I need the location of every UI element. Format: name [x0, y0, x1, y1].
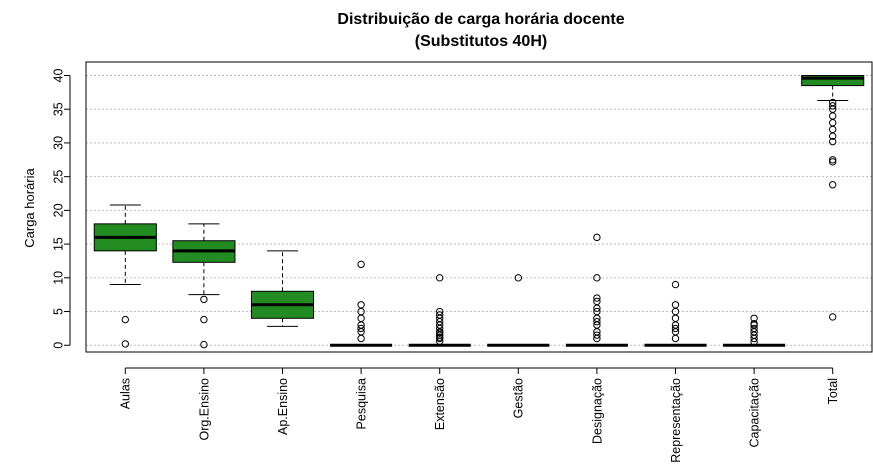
- outlier-point: [200, 295, 208, 304]
- x-tick-label: Pesquisa: [354, 378, 368, 429]
- outlier-point: [593, 334, 601, 343]
- box-Ap.Ensino: [250, 250, 315, 327]
- y-tick-label: 30: [51, 136, 65, 150]
- x-tick-label: Representação: [669, 378, 683, 463]
- box-Pesquisa: [330, 260, 393, 347]
- outlier-point: [829, 181, 837, 189]
- x-axis: Aulas Org.Ensino Ap.Ensino Pesquisa Extensão…: [119, 367, 840, 463]
- y-tick-label: 15: [51, 237, 65, 251]
- y-tick-label: 0: [51, 342, 65, 349]
- outlier-point: [436, 334, 444, 343]
- outlier-point: [436, 329, 444, 337]
- box-body: [801, 74, 865, 87]
- box-Gestão: [487, 274, 550, 347]
- outlier-point: [593, 233, 601, 242]
- y-axis-title: Carga horária: [22, 167, 37, 247]
- x-tick-label: Org.Ensino: [197, 378, 211, 441]
- y-tick-label: 40: [51, 68, 65, 82]
- box-Capacitação: [723, 314, 786, 347]
- outlier-point: [829, 158, 837, 166]
- outlier-point: [514, 274, 522, 282]
- outlier-point: [200, 340, 208, 349]
- box-Extensão: [408, 274, 471, 347]
- chart-subtitle: (Substitutos 40H): [415, 33, 547, 50]
- outlier-point: [671, 280, 680, 289]
- x-tick-label: Extensão: [433, 378, 447, 430]
- box-Designação: [565, 233, 628, 347]
- outlier-point: [593, 304, 601, 312]
- outlier-point: [829, 137, 837, 146]
- y-tick-label: 35: [51, 102, 65, 116]
- outlier-point: [829, 125, 837, 134]
- outlier-point: [357, 324, 365, 333]
- outlier-point: [829, 118, 837, 127]
- outlier-point: [671, 324, 680, 333]
- outlier-point: [750, 334, 758, 343]
- box-Aulas: [93, 204, 157, 348]
- grid-lines: [86, 74, 872, 346]
- outlier-point: [829, 313, 837, 321]
- plot-frame: [85, 61, 873, 353]
- outlier-point: [593, 331, 601, 339]
- outlier-point: [829, 102, 837, 110]
- box-Representação: [644, 280, 707, 347]
- outlier-point: [200, 315, 208, 324]
- box-Total: [801, 74, 865, 321]
- outlier-point: [750, 338, 758, 346]
- x-tick-label: Aulas: [119, 378, 133, 409]
- outlier-point: [593, 274, 601, 282]
- outlier-point: [357, 260, 365, 269]
- outlier-point: [593, 317, 601, 326]
- outlier-point: [593, 294, 601, 302]
- outlier-point: [671, 334, 680, 343]
- outlier-point: [829, 132, 837, 140]
- outlier-point: [121, 315, 130, 324]
- y-tick-label: 10: [51, 271, 65, 285]
- outlier-point: [121, 340, 130, 348]
- outlier-point: [357, 314, 365, 322]
- y-axis: 0 5 10 15 20 25 30 35 40: [51, 68, 71, 349]
- outlier-point: [671, 314, 680, 322]
- x-tick-label: Ap.Ensino: [276, 378, 290, 435]
- outlier-point: [357, 334, 365, 343]
- x-tick-label: Total: [826, 378, 840, 404]
- x-tick-label: Capacitação: [747, 378, 761, 448]
- outlier-point: [829, 112, 837, 120]
- x-tick-label: Gestão: [512, 378, 526, 418]
- x-tick-label: Designação: [590, 378, 604, 444]
- y-tick-label: 20: [51, 203, 65, 217]
- outlier-point: [357, 301, 365, 309]
- outlier-point: [829, 156, 837, 164]
- y-tick-label: 5: [51, 308, 65, 315]
- chart-title: Distribuição de carga horária docente: [337, 11, 624, 28]
- boxes: [93, 74, 865, 349]
- outlier-point: [436, 337, 444, 345]
- box-Org.Ensino: [172, 223, 236, 349]
- outlier-point: [436, 274, 444, 282]
- y-tick-label: 25: [51, 170, 65, 184]
- outlier-point: [671, 301, 680, 309]
